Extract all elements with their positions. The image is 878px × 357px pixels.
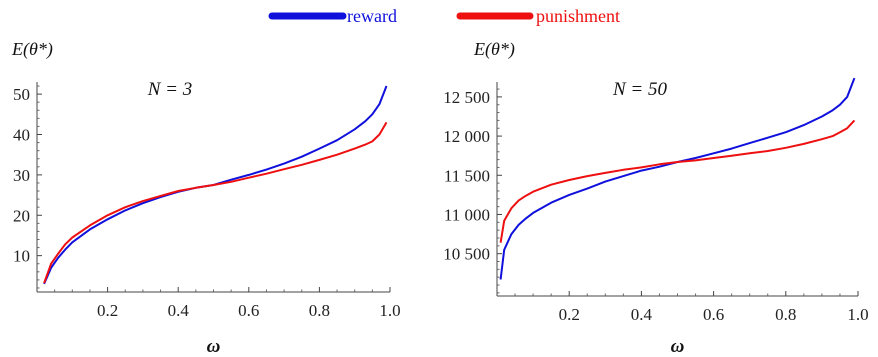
- y-tick-label: 30: [13, 166, 30, 185]
- x-axis-label: ω: [671, 336, 685, 357]
- x-tick-label: 1.0: [379, 301, 400, 320]
- chart-panel-n50: 0.2 0.4 0.6 0.8 1.0 10 500 11 000 11 500 12 000 1…: [443, 39, 868, 357]
- y-tick-label: 12 500: [443, 88, 490, 107]
- x-tick-label: 0.6: [238, 301, 259, 320]
- y-tick-label: 50: [13, 85, 30, 104]
- x-axis-label: ω: [207, 336, 221, 357]
- x-tick-label: 0.2: [559, 305, 580, 324]
- x-tick-label: 0.8: [309, 301, 330, 320]
- panel-title: N = 50: [612, 79, 667, 100]
- y-tick-label: 20: [13, 206, 30, 225]
- y-tick-label: 40: [13, 126, 30, 145]
- y-tick-label: 11 500: [444, 166, 490, 185]
- legend: reward punishment: [268, 6, 620, 26]
- y-axis-label: E(θ*): [473, 39, 515, 60]
- chart-panel-n3: 0.2 0.4 0.6 0.8 1.0 10 20 30 40 50 ω E(θ*) N = 3: [11, 39, 401, 357]
- x-tick-label: 1.0: [847, 305, 868, 324]
- y-axis-label: E(θ*): [11, 39, 53, 60]
- x-tick-label: 0.4: [168, 301, 190, 320]
- series-line-punishment: [43, 121, 388, 284]
- legend-label-reward: reward: [347, 6, 397, 26]
- x-tick-label: 0.6: [703, 305, 724, 324]
- x-tick-label: 0.4: [631, 305, 653, 324]
- series-line-punishment: [499, 119, 856, 243]
- panel-title: N = 3: [147, 79, 193, 100]
- y-tick-label: 12 000: [443, 127, 490, 146]
- legend-label-punishment: punishment: [536, 6, 620, 26]
- x-tick-label: 0.8: [775, 305, 796, 324]
- y-tick-label: 10: [13, 247, 30, 266]
- x-tick-label: 0.2: [97, 301, 118, 320]
- y-tick-label: 11 000: [444, 205, 490, 224]
- y-tick-label: 10 500: [443, 245, 490, 264]
- series-line-reward: [499, 77, 856, 280]
